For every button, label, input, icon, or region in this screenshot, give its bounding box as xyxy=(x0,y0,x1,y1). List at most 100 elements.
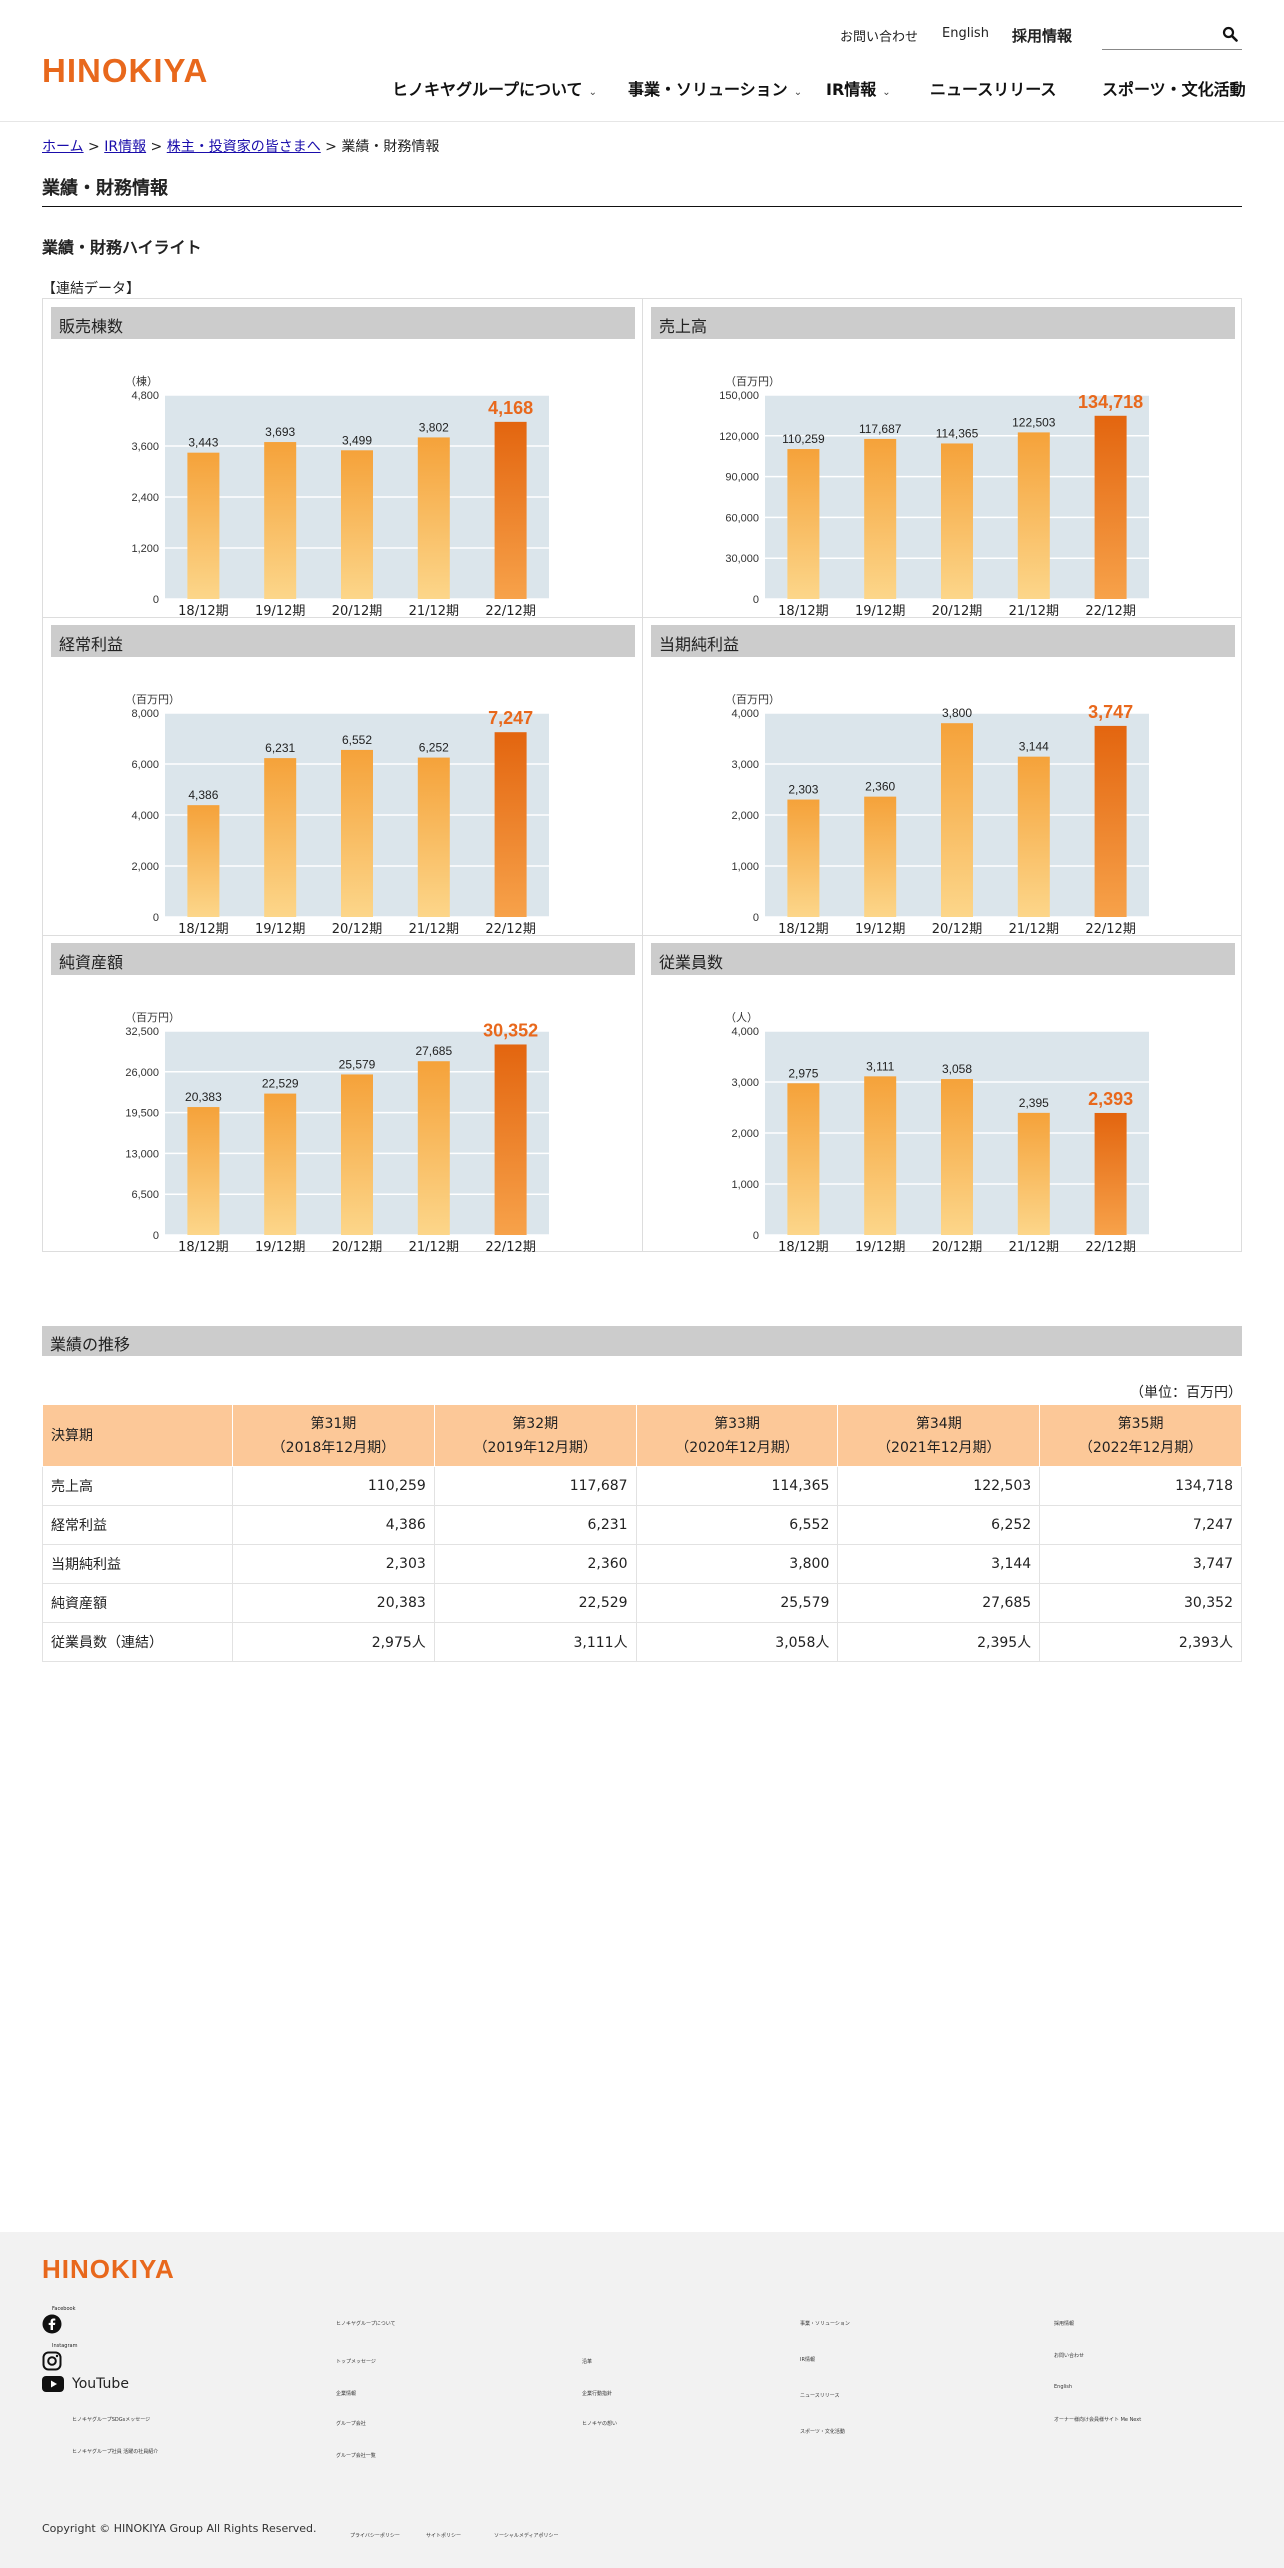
bar-chart: （百万円） 0 6,500 13,000 19,500 26,000 32,500 20,38… xyxy=(125,1011,549,1253)
table-cell: 22,529 xyxy=(433,1583,637,1623)
y-tick-label: 150,000 xyxy=(719,390,759,402)
bar xyxy=(341,450,373,599)
table-header-row: 決算期 第31期 （2018年12月期） 第32期 （2019年12月期） 第33期 （2… xyxy=(42,1404,1242,1467)
x-tick-label: 20/12期 xyxy=(932,1240,982,1253)
y-axis-unit: （百万円） xyxy=(125,693,180,706)
footer-link-company[interactable]: 企業情報 xyxy=(336,2391,357,2397)
footer-link-news[interactable]: ニュースリリース xyxy=(800,2393,840,2399)
y-tick-label: 1,200 xyxy=(131,543,159,555)
table-cell: 3,747 xyxy=(1039,1544,1242,1584)
grid-divider xyxy=(43,617,1241,618)
data-label: 3,443 xyxy=(188,436,218,450)
search-input[interactable] xyxy=(1102,20,1242,50)
x-tick-label: 18/12期 xyxy=(178,604,228,617)
table-cell: 6,552 xyxy=(635,1505,839,1545)
footer-link-business[interactable]: 事業・ソリューション xyxy=(800,2321,850,2327)
bar xyxy=(941,723,973,917)
footer-link-recruit[interactable]: 採用情報 xyxy=(1054,2321,1075,2327)
footer-link-thoughts[interactable]: ヒノキヤの想い xyxy=(582,2421,618,2427)
instagram-icon xyxy=(42,2351,62,2371)
footer-link-group[interactable]: グループ会社 xyxy=(336,2421,366,2427)
footer-link-privacy[interactable]: プライバシーポリシー xyxy=(350,2533,400,2539)
chart-net-sales: 売上高 （百万円） 0 30,000 60,000 90,000 120,000 150,00… xyxy=(643,299,1243,617)
bar xyxy=(341,1074,373,1235)
data-label: 2,360 xyxy=(865,780,895,794)
bar-chart: （棟） 0 1,200 2,400 3,600 4,800 3,443 18/12期 3,693… xyxy=(125,374,549,617)
table-cell: 122,503 xyxy=(837,1466,1041,1506)
bar xyxy=(787,799,820,917)
row-label: 純資産額 xyxy=(42,1583,233,1623)
x-tick-label: 22/12期 xyxy=(485,604,535,617)
data-label: 114,365 xyxy=(936,426,979,440)
y-tick-label: 6,000 xyxy=(131,759,159,771)
footer-link-history[interactable]: 沿革 xyxy=(582,2359,593,2365)
footer-link-english[interactable]: English xyxy=(1054,2384,1073,2390)
bar xyxy=(417,757,450,917)
table-cell: 6,231 xyxy=(433,1505,637,1545)
recruit-link[interactable]: 採用情報 xyxy=(1012,27,1073,45)
bar xyxy=(264,442,297,599)
nav-about[interactable]: ヒノキヤグループについて ⌄ xyxy=(392,80,597,99)
unit-label: （単位：百万円） xyxy=(1130,1385,1242,1401)
search-icon[interactable] xyxy=(1222,26,1238,42)
table-cell: 3,111人 xyxy=(433,1622,637,1662)
x-tick-label: 20/12期 xyxy=(932,922,982,935)
facebook-icon xyxy=(42,2314,62,2334)
breadcrumb-shareholders[interactable]: 株主・投資家の皆さまへ xyxy=(166,139,321,155)
bar xyxy=(187,805,220,917)
x-tick-label: 18/12期 xyxy=(778,1240,828,1253)
breadcrumb-home[interactable]: ホーム xyxy=(42,139,84,155)
nav-business[interactable]: 事業・ソリューション ⌄ xyxy=(628,80,803,99)
contact-link[interactable]: お問い合わせ xyxy=(840,30,919,45)
bar xyxy=(1094,725,1127,917)
breadcrumb-ir[interactable]: IR情報 xyxy=(104,139,147,155)
y-tick-label: 6,500 xyxy=(131,1189,159,1201)
footer-link-group-list[interactable]: グループ会社一覧 xyxy=(336,2453,376,2459)
row-label: 売上高 xyxy=(42,1466,233,1506)
bar-chart: （人） 0 1,000 2,000 3,000 4,000 2,975 18/12期 3,111… xyxy=(725,1011,1149,1253)
footer-link-contact[interactable]: お問い合わせ xyxy=(1054,2353,1085,2359)
english-link[interactable]: English xyxy=(942,26,989,41)
footer-link-code[interactable]: 企業行動指針 xyxy=(582,2391,613,2397)
nav-news[interactable]: ニュースリリース xyxy=(930,80,1057,99)
footer-link-ir[interactable]: IR情報 xyxy=(800,2357,815,2363)
footer-logo[interactable]: HINOKIYA xyxy=(42,2254,175,2284)
y-tick-label: 2,000 xyxy=(131,861,159,873)
data-label: 3,144 xyxy=(1019,740,1049,754)
nav-ir[interactable]: IR情報 ⌄ xyxy=(826,80,891,99)
x-tick-label: 20/12期 xyxy=(332,604,382,617)
bar xyxy=(941,443,973,599)
x-tick-label: 18/12期 xyxy=(178,1240,228,1253)
y-tick-label: 0 xyxy=(153,1230,159,1242)
data-label: 6,552 xyxy=(342,733,372,747)
table-row: 経常利益 4,386 6,231 6,552 6,252 7,247 xyxy=(42,1505,1242,1545)
footer-link-social-policy[interactable]: ソーシャルメディアポリシー xyxy=(494,2533,559,2539)
data-label: 6,252 xyxy=(419,741,449,755)
footer-link-message[interactable]: トップメッセージ xyxy=(336,2359,376,2365)
trend-title: 業績の推移 xyxy=(42,1326,1242,1356)
y-tick-label: 120,000 xyxy=(719,431,759,443)
footer-heading-about[interactable]: ヒノキヤグループについて xyxy=(336,2321,396,2327)
site-logo[interactable]: HINOKIYA xyxy=(42,52,209,89)
x-tick-label: 22/12期 xyxy=(485,922,535,935)
footer-link-sdgs[interactable]: ヒノキヤグループSDGsメッセージ xyxy=(72,2417,151,2423)
bar xyxy=(494,732,527,917)
x-tick-label: 21/12期 xyxy=(409,1240,459,1253)
x-tick-label: 18/12期 xyxy=(778,604,828,617)
footer-link-owner[interactable]: オーナー様向け会員様サイト Me Next xyxy=(1054,2417,1142,2423)
y-axis-unit: （百万円） xyxy=(725,693,780,706)
footer-link-staff[interactable]: ヒノキヤグループ社員 活躍の社員紹介 xyxy=(72,2449,159,2455)
bar xyxy=(264,1093,297,1235)
breadcrumb-current: 業績・財務情報 xyxy=(341,139,440,155)
footer-link-site-policy[interactable]: サイトポリシー xyxy=(426,2533,462,2539)
y-tick-label: 2,000 xyxy=(731,1128,759,1140)
data-label: 27,685 xyxy=(415,1044,452,1058)
bar xyxy=(787,1083,820,1235)
nav-sports[interactable]: スポーツ・文化活動 xyxy=(1102,80,1246,99)
page-title: 業績・財務情報 xyxy=(42,174,1242,207)
x-tick-label: 22/12期 xyxy=(485,1240,535,1253)
x-tick-label: 18/12期 xyxy=(178,922,228,935)
y-tick-label: 4,000 xyxy=(731,1026,759,1038)
footer-link-sports[interactable]: スポーツ・文化活動 xyxy=(800,2429,845,2435)
x-tick-label: 19/12期 xyxy=(855,1240,905,1253)
